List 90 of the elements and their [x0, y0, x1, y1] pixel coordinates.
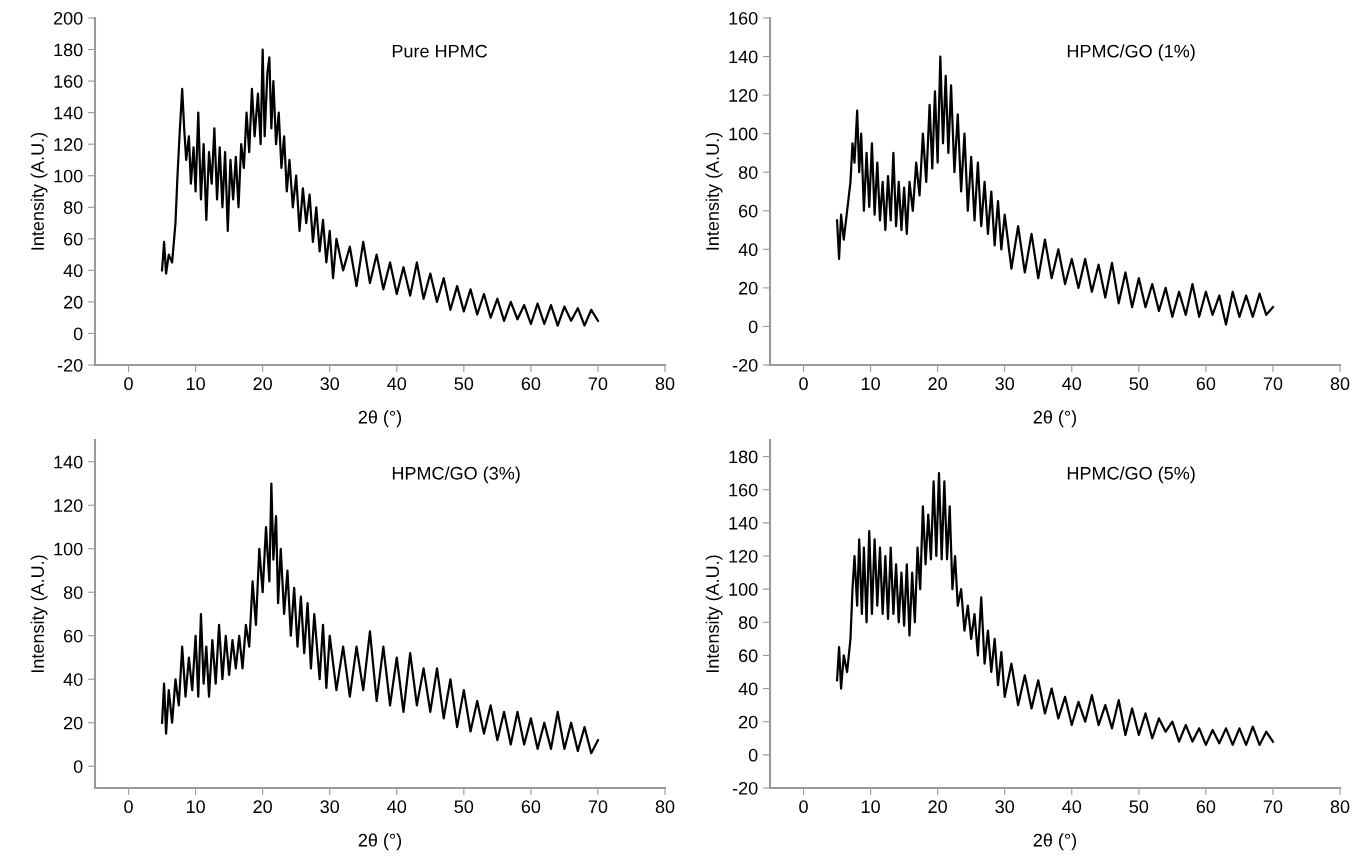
y-tick-label: 100 [54, 169, 83, 183]
x-tick-label: 10 [186, 377, 205, 391]
annotation: Pure HPMC [392, 44, 488, 58]
y-tick-label: 140 [54, 106, 83, 120]
y-tick-label: -20 [732, 781, 758, 795]
x-tick-label: 40 [1062, 800, 1082, 814]
x-tick-label: 30 [320, 377, 340, 391]
y-tick-label: 20 [739, 715, 758, 729]
x-tick-label: 80 [1330, 377, 1350, 391]
x-tick-label: 60 [1196, 800, 1216, 814]
x-tick-label: 10 [186, 800, 205, 814]
y-tick-label: 40 [738, 682, 758, 696]
y-tick-label: 60 [64, 232, 83, 246]
y-tick-label: 140 [54, 455, 83, 469]
y-tick-label: 60 [739, 649, 758, 663]
y-tick-label: 100 [729, 127, 758, 141]
x-tick-label: 60 [521, 377, 541, 391]
y-tick-label: 120 [729, 89, 758, 102]
x-tick-label: 70 [588, 377, 608, 391]
x-tick-label: 50 [454, 377, 474, 391]
x-tick-label: 40 [1062, 377, 1082, 391]
y-tick-label: 200 [53, 11, 83, 25]
x-tick-label: 30 [995, 800, 1015, 814]
x-tick-label: 60 [1196, 377, 1216, 391]
y-axis-title: Intensity (A.U.) [30, 555, 48, 673]
annotation: HPMC/GO (5%) [1067, 466, 1195, 484]
y-tick-label: 160 [729, 483, 758, 497]
x-tick-label: 20 [253, 377, 272, 391]
x-tick-label: 10 [861, 377, 880, 391]
x-tick-label: 40 [387, 800, 407, 814]
y-tick-label: 180 [54, 43, 83, 57]
y-tick-label: 0 [748, 320, 758, 334]
x-tick-label: 70 [588, 800, 608, 814]
y-tick-label: 160 [729, 11, 758, 25]
y-tick-label: 40 [738, 243, 758, 257]
x-tick-label: 30 [320, 800, 340, 814]
x-tick-label: 60 [521, 800, 541, 814]
x-tick-label: 20 [928, 377, 947, 391]
x-axis-title: 2θ (°) [1033, 833, 1077, 851]
x-tick-label: 0 [124, 377, 133, 391]
x-tick-label: 80 [1330, 800, 1350, 814]
y-tick-label: 120 [729, 549, 758, 563]
x-tick-label: 50 [454, 800, 474, 814]
y-tick-label: 40 [63, 264, 83, 278]
x-axis-title: 2θ (°) [1033, 410, 1077, 428]
y-tick-label: 140 [729, 50, 758, 64]
y-tick-label: 20 [64, 716, 83, 730]
x-tick-label: 10 [861, 800, 880, 814]
y-tick-label: 0 [73, 760, 83, 773]
x-axis-title: 2θ (°) [358, 833, 402, 851]
x-axis-title: 2θ (°) [358, 410, 402, 428]
x-tick-label: 20 [928, 800, 947, 814]
y-tick-label: 100 [54, 542, 83, 556]
y-tick-label: 60 [64, 629, 83, 643]
annotation: HPMC/GO (3%) [392, 466, 520, 484]
y-tick-label: 20 [739, 281, 758, 295]
x-tick-label: 0 [799, 800, 808, 814]
y-axis-title: Intensity (A.U.) [30, 132, 48, 250]
y-tick-label: 120 [54, 499, 83, 512]
y-tick-label: 40 [63, 673, 83, 686]
line-series [160, 482, 600, 755]
y-tick-label: 140 [729, 516, 758, 530]
y-tick-label: 80 [738, 166, 758, 179]
x-tick-label: 20 [253, 800, 272, 814]
y-tick-label: 80 [738, 616, 758, 630]
x-tick-label: 30 [995, 377, 1015, 391]
y-tick-label: 0 [73, 327, 83, 341]
y-tick-label: 160 [54, 75, 83, 88]
x-tick-label: 40 [387, 377, 407, 391]
y-tick-label: 60 [739, 204, 758, 218]
y-axis-title: Intensity (A.U.) [705, 555, 723, 673]
y-tick-label: 120 [54, 138, 83, 151]
x-tick-label: 0 [124, 800, 133, 814]
y-tick-label: 0 [748, 748, 758, 762]
y-tick-label: -20 [57, 358, 83, 372]
x-tick-label: 70 [1263, 800, 1283, 814]
y-tick-label: -20 [732, 358, 758, 372]
y-tick-label: 20 [64, 295, 83, 309]
y-axis-title: Intensity (A.U.) [705, 132, 723, 250]
x-tick-label: 80 [655, 800, 675, 814]
y-tick-label: 80 [63, 586, 83, 599]
x-tick-label: 50 [1129, 377, 1149, 391]
annotation: HPMC/GO (1%) [1067, 44, 1195, 62]
y-tick-label: 80 [63, 201, 83, 214]
x-tick-label: 50 [1129, 800, 1149, 814]
x-tick-label: 0 [799, 377, 808, 391]
x-tick-label: 80 [655, 377, 675, 391]
y-tick-label: 100 [729, 583, 758, 596]
y-tick-label: 180 [729, 450, 758, 464]
x-tick-label: 70 [1263, 377, 1283, 391]
